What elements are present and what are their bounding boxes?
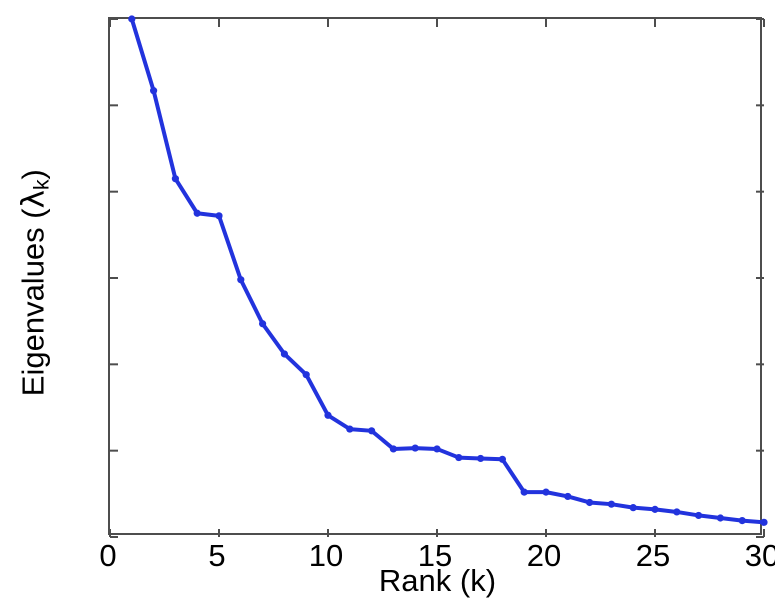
data-point bbox=[498, 455, 506, 463]
data-point bbox=[433, 445, 441, 453]
data-point bbox=[651, 505, 659, 513]
y-axis-title-text: Eigenvalues ( bbox=[15, 208, 51, 397]
data-point bbox=[324, 411, 332, 419]
x-tick-label: 25 bbox=[635, 538, 671, 573]
data-point bbox=[259, 320, 267, 328]
plot-area bbox=[108, 15, 768, 538]
x-tick-label: 20 bbox=[526, 538, 562, 573]
data-point-markers bbox=[128, 15, 768, 526]
plot-canvas bbox=[109, 15, 768, 538]
x-axis-title-text: Rank (k) bbox=[378, 563, 497, 598]
data-point bbox=[542, 488, 550, 496]
x-tick-label: 10 bbox=[308, 538, 344, 573]
eigenvalue-line bbox=[129, 17, 766, 525]
data-point bbox=[455, 453, 463, 462]
axis-ticks bbox=[109, 18, 765, 538]
x-tick-label: 15 bbox=[417, 538, 453, 573]
data-point bbox=[716, 514, 725, 522]
x-axis-title: Rank (k) bbox=[0, 565, 775, 596]
y-axis-title-close: ) bbox=[15, 169, 51, 180]
data-point bbox=[607, 500, 615, 508]
x-tick-label: 0 bbox=[99, 538, 117, 573]
x-tick-label: 30 bbox=[744, 538, 775, 573]
data-point bbox=[193, 209, 201, 217]
data-point bbox=[629, 504, 637, 512]
data-point bbox=[346, 425, 354, 433]
y-axis-title: Eigenvalues (λk) bbox=[15, 0, 54, 583]
data-point bbox=[215, 212, 223, 220]
data-point bbox=[477, 454, 485, 463]
x-tick-label: 5 bbox=[208, 538, 226, 573]
data-point bbox=[389, 445, 397, 453]
data-point bbox=[237, 276, 245, 284]
data-point bbox=[150, 87, 158, 95]
data-point bbox=[280, 350, 288, 358]
data-point bbox=[564, 492, 572, 501]
data-point bbox=[520, 488, 528, 496]
data-point bbox=[695, 511, 703, 520]
data-point bbox=[368, 427, 376, 435]
lambda-symbol: λ bbox=[15, 190, 52, 209]
y-axis-title-subscript: k bbox=[30, 179, 54, 191]
data-point bbox=[171, 175, 179, 183]
data-point bbox=[128, 15, 136, 23]
data-point bbox=[411, 444, 419, 452]
data-point bbox=[302, 371, 310, 379]
data-point bbox=[586, 498, 594, 507]
data-point bbox=[760, 518, 768, 526]
data-point bbox=[738, 517, 746, 525]
data-point bbox=[673, 508, 681, 516]
